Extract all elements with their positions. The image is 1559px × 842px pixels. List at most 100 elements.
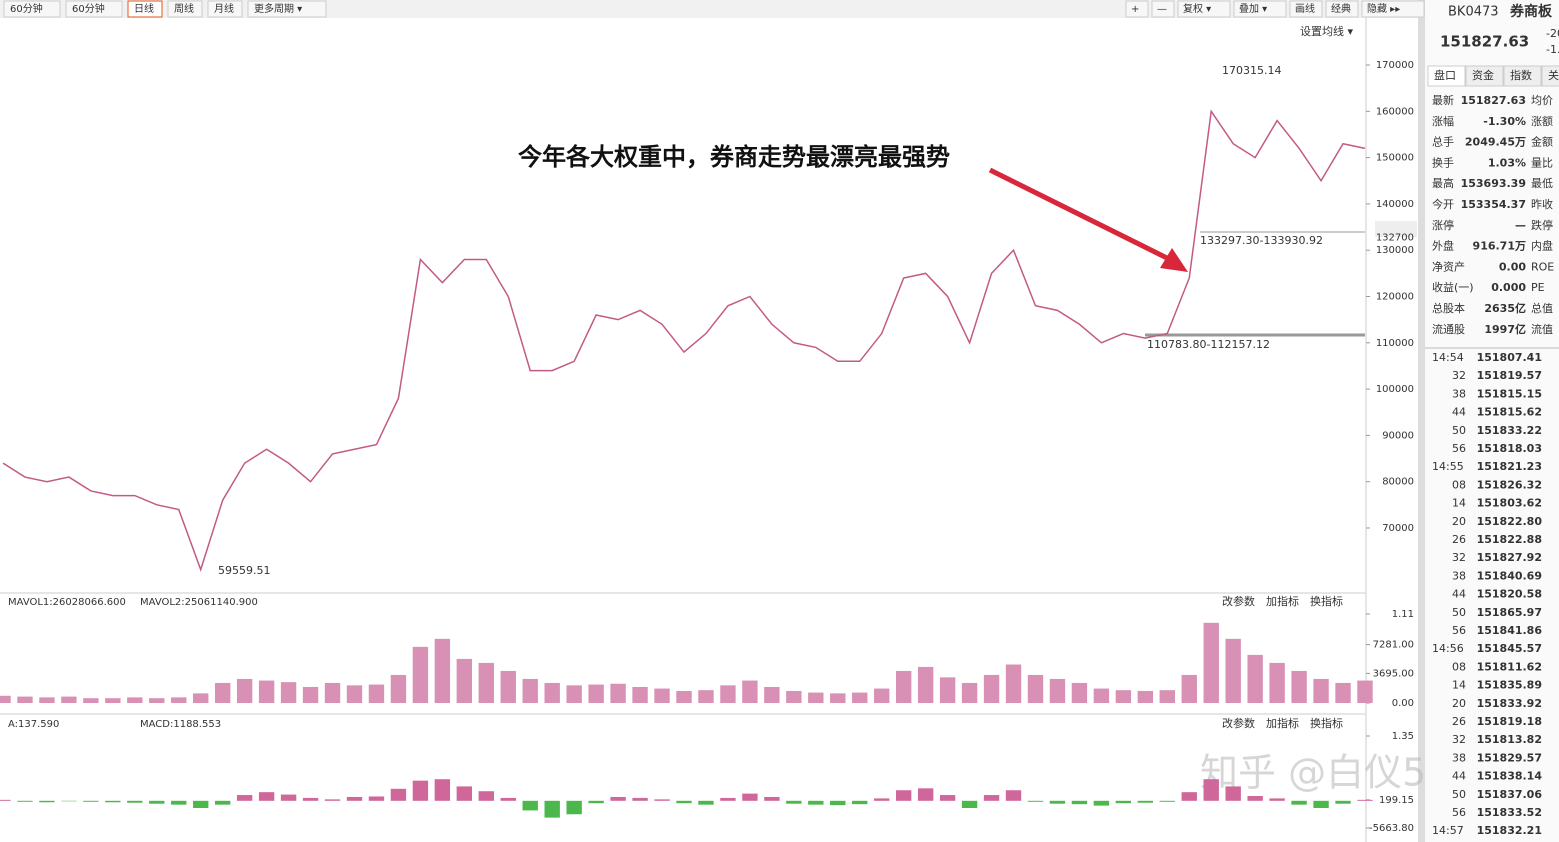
- indicator-button[interactable]: 加指标: [1266, 716, 1299, 730]
- price-line: [2, 109, 1366, 572]
- toolbar-label[interactable]: 经典: [1331, 2, 1351, 15]
- toolbar-label[interactable]: 60分钟: [10, 2, 43, 15]
- indicator-button[interactable]: 换指标: [1310, 594, 1343, 608]
- toolbar-label[interactable]: 60分钟: [72, 2, 105, 15]
- bar: [500, 670, 516, 703]
- tab-label[interactable]: 资金: [1472, 68, 1494, 82]
- bar: [566, 685, 582, 703]
- indicator-header: A:137.590: [8, 719, 59, 730]
- toolbar-button[interactable]: [207, 0, 243, 18]
- bar: [742, 680, 758, 703]
- toolbar-label[interactable]: —: [1157, 4, 1167, 15]
- tab[interactable]: [1427, 65, 1466, 87]
- bar: [105, 800, 121, 803]
- indicator-header: MAVOL2:25061140.900: [140, 597, 258, 608]
- indicator-button[interactable]: 加指标: [1266, 594, 1299, 608]
- tick-price: 151807.41: [1477, 351, 1542, 364]
- tick-time: 14: [1452, 497, 1466, 510]
- tab[interactable]: [1503, 65, 1542, 87]
- tick-price: 151818.03: [1477, 442, 1542, 455]
- bar: [1225, 786, 1241, 801]
- tab-label[interactable]: 盘口: [1434, 68, 1456, 82]
- toolbar-button[interactable]: [1361, 0, 1425, 18]
- row-label: 最新: [1432, 93, 1454, 107]
- bar: [1181, 674, 1197, 703]
- tick-price: 151845.57: [1477, 642, 1542, 655]
- bar: [1269, 798, 1285, 801]
- tab-label[interactable]: 指数: [1510, 68, 1532, 82]
- bar: [1137, 800, 1154, 803]
- bar: [1071, 800, 1088, 805]
- bar: [346, 685, 363, 703]
- toolbar-button[interactable]: [3, 0, 61, 18]
- toolbar-label[interactable]: 复权 ▾: [1183, 2, 1211, 15]
- indicator-button[interactable]: 改参数: [1222, 716, 1255, 730]
- ma-button[interactable]: 设置均线 ▾: [1300, 24, 1353, 38]
- toolbar-button[interactable]: [1325, 0, 1359, 18]
- toolbar-label[interactable]: 周线: [174, 2, 194, 15]
- current-box: [1375, 221, 1417, 237]
- tick-price: 151811.62: [1477, 660, 1542, 673]
- toolbar-button[interactable]: [247, 0, 327, 18]
- bar: [149, 800, 165, 804]
- bar: [302, 797, 319, 801]
- toolbar-button[interactable]: [1233, 0, 1287, 18]
- tick-time: 20: [1452, 697, 1466, 710]
- bar: [434, 779, 451, 801]
- bar: [610, 796, 626, 801]
- bar: [1269, 662, 1285, 703]
- toolbar-label[interactable]: 更多周期 ▾: [254, 2, 302, 15]
- toolbar-button[interactable]: [1289, 0, 1323, 18]
- bar: [1203, 779, 1219, 801]
- tick-time: 38: [1452, 569, 1466, 582]
- bar: [961, 800, 978, 809]
- tick-time: 14:57: [1432, 824, 1464, 837]
- y-tick-label: 140000: [1376, 199, 1414, 210]
- bar: [786, 800, 802, 804]
- bar: [522, 678, 538, 703]
- toolbar-label[interactable]: 叠加 ▾: [1239, 3, 1267, 15]
- toolbar-label[interactable]: 日线: [134, 2, 154, 15]
- y-tick-label: 130000: [1376, 245, 1414, 256]
- toolbar-label[interactable]: 画线: [1295, 2, 1315, 15]
- stock-price: 151827.63: [1440, 33, 1529, 51]
- tab[interactable]: [1465, 65, 1504, 87]
- tick-time: 20: [1452, 515, 1466, 528]
- bar: [39, 800, 55, 803]
- stock-change: -20: [1546, 27, 1559, 40]
- range-label: 133297.30-133930.92: [1200, 234, 1323, 247]
- bar: [1093, 688, 1110, 703]
- bar: [478, 662, 494, 703]
- toolbar-button[interactable]: [65, 0, 123, 18]
- bar: [0, 799, 11, 801]
- toolbar-button[interactable]: [127, 0, 163, 18]
- tab-label[interactable]: 关: [1548, 68, 1559, 82]
- toolbar-label[interactable]: 月线: [214, 2, 234, 15]
- indicator-button[interactable]: 换指标: [1310, 716, 1343, 730]
- toolbar-button[interactable]: [1125, 0, 1149, 18]
- y-tick-label: 1.11: [1392, 609, 1414, 620]
- tick-price: 151838.14: [1477, 770, 1543, 783]
- toolbar-button[interactable]: [1177, 0, 1231, 18]
- bar: [1049, 800, 1066, 804]
- tick-price: 151813.82: [1477, 733, 1542, 746]
- bar: [830, 800, 846, 806]
- toolbar-label[interactable]: +: [1131, 4, 1139, 15]
- bar: [939, 677, 956, 703]
- tick-price: 151833.22: [1477, 424, 1542, 437]
- range-label: 110783.80-112157.12: [1147, 338, 1270, 351]
- bar: [742, 793, 758, 801]
- bar: [127, 800, 143, 803]
- indicator-button[interactable]: 改参数: [1222, 594, 1255, 608]
- tick-price: 151803.62: [1477, 497, 1542, 510]
- tab[interactable]: [1541, 65, 1559, 87]
- row-value: 0.000: [1491, 281, 1526, 294]
- row-value: 2049.45万: [1465, 136, 1526, 149]
- bar: [412, 646, 429, 703]
- toolbar-button[interactable]: [1151, 0, 1175, 18]
- toolbar-label[interactable]: 隐藏 ▸▸: [1367, 3, 1400, 15]
- toolbar-button[interactable]: [167, 0, 203, 18]
- row-label: 均价: [1531, 94, 1553, 107]
- bar: [0, 695, 11, 703]
